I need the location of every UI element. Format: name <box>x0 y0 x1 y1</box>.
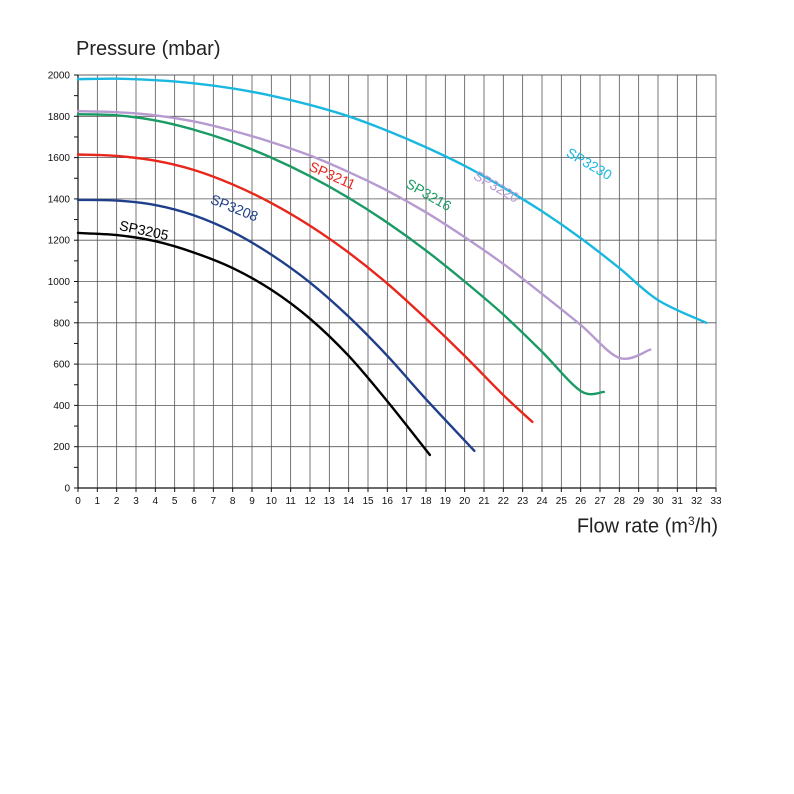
y-tick-label: 1200 <box>48 236 71 247</box>
x-tick-label: 20 <box>459 496 471 507</box>
x-tick-label: 28 <box>614 496 626 507</box>
x-tick-label: 11 <box>285 496 296 507</box>
x-tick-label: 19 <box>440 496 452 507</box>
x-tick-label: 4 <box>153 496 159 507</box>
x-tick-label: 13 <box>324 496 336 507</box>
series-line-sp3205 <box>76 231 432 457</box>
x-tick-label: 22 <box>498 496 510 507</box>
y-tick-label: 2000 <box>48 71 71 82</box>
x-axis-title: Flow rate (m3/h) <box>577 514 718 539</box>
y-tick-label: 600 <box>53 360 70 371</box>
x-tick-label: 31 <box>672 496 684 507</box>
series-group <box>76 77 708 457</box>
y-tick-label: 1600 <box>48 153 71 164</box>
x-tick-label: 12 <box>304 496 316 507</box>
x-tick-label: 1 <box>95 496 101 507</box>
x-tick-label: 30 <box>652 496 664 507</box>
x-tick-label: 23 <box>517 496 529 507</box>
series-line-sp3211 <box>76 153 534 424</box>
y-tick-label: 400 <box>53 401 70 412</box>
x-tick-label: 33 <box>710 496 722 507</box>
x-tick-label: 0 <box>75 496 81 507</box>
x-tick-label: 17 <box>401 496 413 507</box>
series-line-sp3216 <box>76 113 606 396</box>
y-tick-labels: 0 200 400 600 800 1000 1200 1400 1600 1800 2000 <box>48 71 71 495</box>
x-tick-label: 27 <box>594 496 606 507</box>
x-tick-label: 21 <box>478 496 490 507</box>
y-tick-label: 800 <box>53 318 70 329</box>
x-tick-label: 14 <box>343 496 355 507</box>
x-tick-label: 26 <box>575 496 587 507</box>
x-axis-title-main: Flow rate (m <box>576 515 688 538</box>
x-tick-label: 16 <box>382 496 394 507</box>
x-tick-label: 7 <box>211 496 217 507</box>
y-axis-title: Pressure (mbar) <box>76 38 221 60</box>
x-tick-label: 5 <box>172 496 178 507</box>
series-label-sp3220: SP3220 <box>471 167 522 206</box>
x-tick-label: 15 <box>362 496 374 507</box>
series-label-sp3216: SP3216 <box>403 175 454 214</box>
x-axis-title-end: /h) <box>694 515 718 538</box>
x-tick-label: 25 <box>556 496 568 507</box>
x-axis-title-sup: 3 <box>687 514 695 528</box>
y-tick-label: 1800 <box>48 112 71 123</box>
series-label-sp3230: SP3230 <box>564 144 615 183</box>
x-tick-labels: 0 1 2 3 4 5 6 7 8 9 10 11 12 13 14 15 16 17 18 19 20 21 22 23 24… <box>75 496 722 507</box>
y-tick-label: 1000 <box>48 277 71 288</box>
grid <box>77 74 717 489</box>
x-tick-label: 3 <box>133 496 139 507</box>
x-tick-label: 6 <box>191 496 197 507</box>
x-tick-label: 9 <box>249 496 255 507</box>
y-tick-label: 0 <box>64 484 70 495</box>
y-tick-label: 1400 <box>48 194 71 205</box>
x-tick-label: 24 <box>536 496 548 507</box>
axes <box>74 74 717 492</box>
series-line-sp3220 <box>76 109 652 360</box>
series-label-sp3208: SP3208 <box>208 191 260 225</box>
series-line-sp3230 <box>76 77 708 324</box>
x-tick-label: 18 <box>420 496 432 507</box>
x-tick-label: 32 <box>691 496 703 507</box>
x-tick-label: 2 <box>114 496 120 507</box>
series-line-sp3208 <box>76 198 476 453</box>
y-tick-label: 200 <box>53 442 70 453</box>
x-tick-label: 10 <box>266 496 278 507</box>
x-tick-label: 8 <box>230 496 236 507</box>
x-tick-label: 29 <box>633 496 645 507</box>
